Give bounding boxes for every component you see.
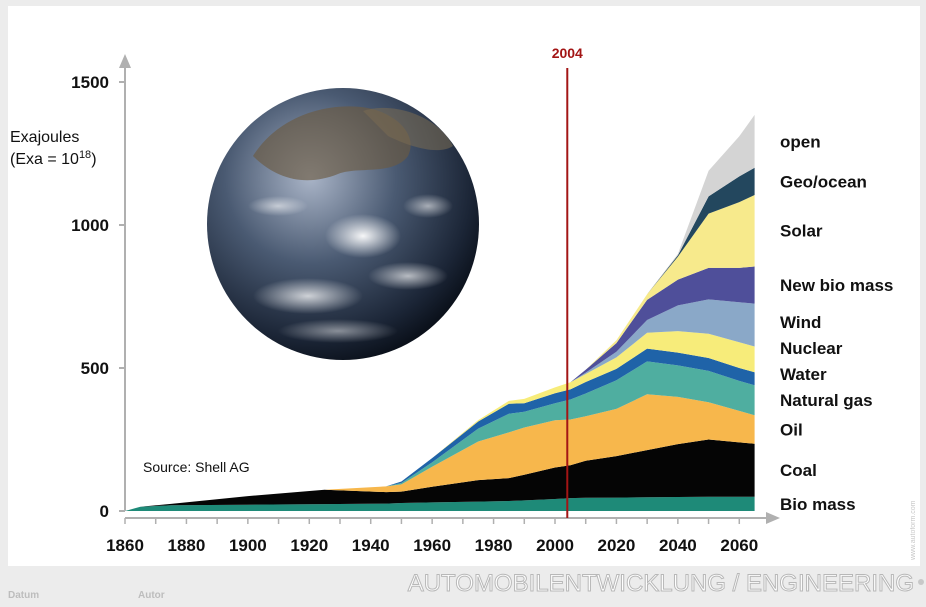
- y-unit-exponent: 18: [79, 149, 91, 161]
- area-wind: [125, 299, 755, 511]
- area-coal: [125, 439, 755, 511]
- x-tick-label: 1860: [106, 536, 144, 555]
- source-annotation: Source: Shell AG: [143, 459, 250, 475]
- legend-label-oil: Oil: [780, 420, 803, 439]
- area-new-bio-mass: [125, 266, 755, 511]
- y-tick-label: 500: [81, 359, 109, 378]
- year-marker-label: 2004: [552, 45, 583, 61]
- legend-label-solar: Solar: [780, 222, 823, 241]
- area-natural-gas: [125, 361, 755, 511]
- footer-date-label: Datum: [8, 590, 40, 601]
- x-tick-label: 1920: [290, 536, 328, 555]
- legend: Bio mass Coal Oil Natural gas Water Nuclear Wi…: [780, 132, 893, 514]
- stacked-areas: [125, 114, 755, 512]
- legend-label-geo-ocean: Geo/ocean: [780, 172, 867, 191]
- chart-axes: 0 500 1000 1500 1860 1880 1900 1920 1940 1960 198…: [71, 54, 780, 555]
- area-water: [125, 348, 755, 511]
- legend-label-nuclear: Nuclear: [780, 339, 843, 358]
- x-tick-label: 1980: [475, 536, 513, 555]
- x-tick-label: 2020: [598, 536, 636, 555]
- earth-globe-image: [207, 88, 479, 360]
- x-tick-label: 2060: [720, 536, 758, 555]
- x-tick-label: 1880: [168, 536, 206, 555]
- energy-area-chart: 0 500 1000 1500 1860 1880 1900 1920 1940 1960 198…: [10, 45, 893, 555]
- y-tick-label: 0: [100, 502, 109, 521]
- legend-label-bio-mass: Bio mass: [780, 495, 856, 514]
- side-watermark: www.autoform.com: [910, 500, 917, 560]
- area-nuclear: [125, 331, 755, 511]
- footer-bullet-icon: [918, 579, 924, 585]
- y-tick-group: 0 500 1000 1500: [71, 73, 125, 521]
- y-unit-prefix: (Exa = 10: [10, 151, 79, 168]
- x-tick-label: 2000: [536, 536, 574, 555]
- legend-label-wind: Wind: [780, 313, 821, 332]
- y-unit-label-line2: (Exa = 1018): [10, 149, 97, 168]
- legend-label-coal: Coal: [780, 461, 817, 480]
- legend-label-natural-gas: Natural gas: [780, 391, 873, 410]
- y-tick-label: 1000: [71, 216, 109, 235]
- x-tick-group: 1860 1880 1900 1920 1940 1960 1980 2000 2020 2040…: [106, 518, 758, 555]
- area-oil: [125, 394, 755, 511]
- x-tick-label: 1960: [413, 536, 451, 555]
- x-axis-arrow: [766, 512, 780, 524]
- chart-slide: 0 500 1000 1500 1860 1880 1900 1920 1940 1960 198…: [8, 6, 920, 566]
- legend-label-new-bio-mass: New bio mass: [780, 276, 893, 295]
- legend-label-water: Water: [780, 365, 827, 384]
- y-unit-label-line1: Exajoules: [10, 129, 79, 146]
- y-tick-label: 1500: [71, 73, 109, 92]
- legend-label-open: open: [780, 132, 821, 151]
- footer-title: AUTOMOBILENTWICKLUNG / ENGINEERING: [407, 570, 914, 598]
- y-unit-suffix: ): [91, 151, 96, 168]
- footer-bar: Datum Autor AUTOMOBILENTWICKLUNG / ENGIN…: [0, 566, 926, 607]
- area-bio-mass: [125, 496, 755, 511]
- x-tick-label: 1940: [352, 536, 390, 555]
- x-tick-label: 1900: [229, 536, 267, 555]
- x-tick-label: 2040: [659, 536, 697, 555]
- y-axis-arrow: [119, 54, 131, 68]
- footer-author-label: Autor: [138, 590, 165, 601]
